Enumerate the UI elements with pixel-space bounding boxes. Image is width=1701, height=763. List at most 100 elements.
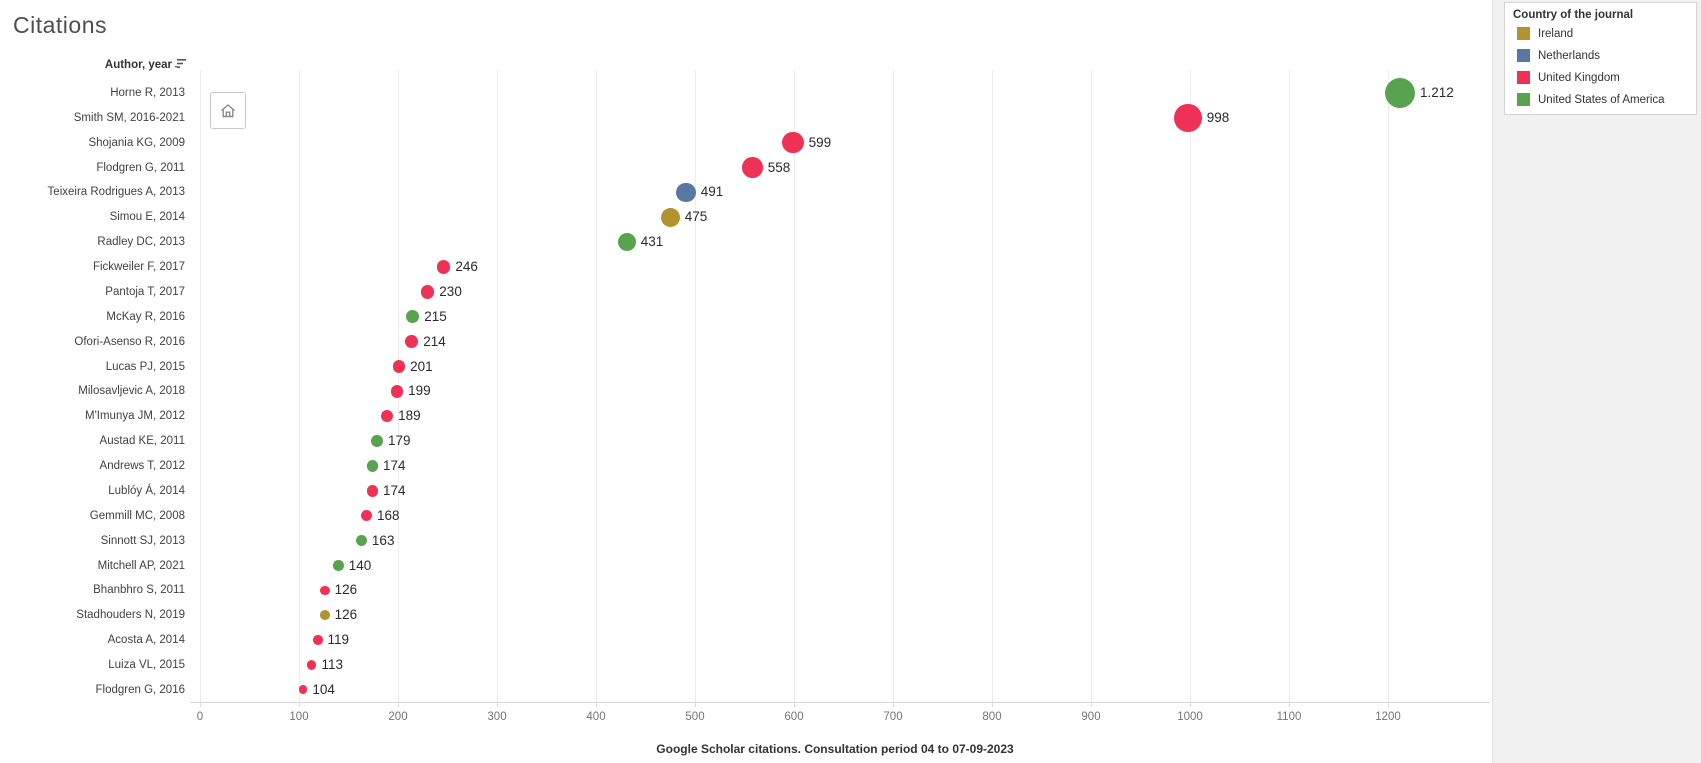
- x-gridline: [1190, 70, 1191, 702]
- row-category-label[interactable]: Gemmill MC, 2008: [89, 509, 185, 522]
- data-point-bubble[interactable]: [319, 585, 330, 596]
- data-point-bubble[interactable]: [366, 460, 378, 472]
- legend-swatch: [1517, 49, 1530, 62]
- data-point-bubble[interactable]: [371, 435, 383, 447]
- page-title: Citations: [13, 12, 107, 38]
- row-category-label[interactable]: Simou E, 2014: [109, 211, 185, 224]
- data-point-bubble[interactable]: [406, 310, 420, 324]
- row-category-label[interactable]: Andrews T, 2012: [99, 460, 185, 473]
- row-category-label[interactable]: Fickweiler F, 2017: [92, 261, 185, 274]
- data-point-value-label: 246: [455, 259, 478, 275]
- data-point-value-label: 168: [376, 507, 400, 523]
- data-point-value-label: 126: [334, 582, 358, 598]
- legend-item-label: United States of America: [1538, 93, 1665, 106]
- x-gridline: [200, 70, 201, 702]
- data-point-bubble[interactable]: [660, 207, 680, 227]
- x-axis-line: [190, 702, 1490, 703]
- x-tick-label: 300: [487, 711, 507, 723]
- x-tick-mark: [1388, 702, 1389, 707]
- x-tick-label: 500: [685, 711, 705, 723]
- data-point-value-label: 214: [423, 333, 446, 349]
- row-category-label[interactable]: Flodgren G, 2011: [96, 161, 185, 174]
- data-point-value-label: 201: [410, 358, 433, 374]
- legend-item[interactable]: Netherlands: [1517, 49, 1688, 62]
- row-category-label[interactable]: Horne R, 2013: [110, 87, 185, 99]
- data-point-value-label: 179: [388, 433, 411, 449]
- row-category-label[interactable]: Shojania KG, 2009: [88, 136, 185, 149]
- x-tick-label: 1000: [1177, 711, 1203, 723]
- x-tick-label: 200: [388, 711, 408, 723]
- legend-panel: Country of the journal Ireland Netherland…: [1492, 0, 1701, 763]
- data-point-bubble[interactable]: [366, 485, 378, 497]
- data-point-value-label: 215: [424, 308, 447, 324]
- data-point-bubble[interactable]: [390, 385, 404, 398]
- x-tick-mark: [1190, 702, 1191, 707]
- row-category-label[interactable]: M'Imunya JM, 2012: [85, 410, 185, 423]
- x-tick-label: 400: [586, 711, 606, 723]
- row-category-label[interactable]: Smith SM, 2016-2021: [73, 111, 185, 124]
- row-category-label[interactable]: Milosavljevic A, 2018: [78, 385, 185, 398]
- row-category-label[interactable]: Flodgren G, 2016: [95, 683, 185, 696]
- legend-item[interactable]: United Kingdom: [1517, 71, 1688, 84]
- data-point-bubble[interactable]: [421, 285, 435, 299]
- row-category-label[interactable]: Mitchell AP, 2021: [97, 559, 185, 572]
- legend-item-label: Ireland: [1538, 27, 1574, 40]
- data-point-bubble[interactable]: [782, 132, 804, 154]
- x-tick-mark: [1289, 702, 1290, 707]
- data-point-value-label: 475: [684, 209, 708, 225]
- x-tick-label: 800: [982, 711, 1002, 723]
- data-point-bubble[interactable]: [617, 233, 636, 252]
- data-point-value-label: 113: [321, 657, 344, 672]
- x-tick-mark: [794, 702, 795, 707]
- sort-descending-icon[interactable]: [174, 58, 186, 72]
- data-point-value-label: 491: [700, 184, 724, 200]
- data-point-bubble[interactable]: [319, 610, 330, 621]
- x-tick-label: 600: [784, 711, 804, 723]
- row-category-label[interactable]: Bhanbhro S, 2011: [93, 584, 185, 597]
- data-point-bubble[interactable]: [436, 260, 451, 274]
- row-category-label[interactable]: Lucas PJ, 2015: [105, 360, 185, 373]
- data-point-bubble[interactable]: [676, 182, 696, 203]
- row-category-label[interactable]: Stadhouders N, 2019: [76, 609, 185, 622]
- data-point-bubble[interactable]: [381, 410, 394, 423]
- row-axis-header[interactable]: Author, year: [0, 58, 186, 72]
- row-category-label[interactable]: Teixeira Rodrigues A, 2013: [47, 186, 185, 199]
- data-point-value-label: 119: [327, 632, 350, 648]
- home-button[interactable]: [210, 92, 246, 129]
- data-point-value-label: 431: [640, 234, 664, 250]
- data-point-bubble[interactable]: [742, 157, 763, 178]
- data-point-bubble[interactable]: [1174, 104, 1202, 132]
- row-category-label[interactable]: Acosta A, 2014: [107, 634, 185, 647]
- x-gridline: [299, 70, 300, 702]
- row-category-label[interactable]: Sinnott SJ, 2013: [100, 534, 185, 547]
- row-category-label[interactable]: Pantoja T, 2017: [105, 285, 185, 298]
- row-category-label[interactable]: Ofori-Asenso R, 2016: [74, 335, 185, 348]
- data-point-bubble[interactable]: [355, 535, 367, 547]
- data-point-value-label: 189: [398, 408, 421, 424]
- data-point-bubble[interactable]: [405, 335, 419, 349]
- data-point-bubble[interactable]: [392, 360, 406, 373]
- row-category-label[interactable]: Luiza VL, 2015: [108, 659, 185, 671]
- data-point-value-label: 199: [408, 383, 431, 399]
- data-point-bubble[interactable]: [298, 685, 308, 695]
- legend-item[interactable]: United States of America: [1517, 93, 1688, 106]
- x-gridline: [1289, 70, 1290, 702]
- row-category-label[interactable]: Radley DC, 2013: [97, 236, 185, 249]
- data-point-value-label: 104: [312, 681, 335, 697]
- legend-item[interactable]: Ireland: [1517, 27, 1688, 40]
- row-category-label[interactable]: McKay R, 2016: [106, 310, 185, 323]
- data-point-bubble[interactable]: [1384, 77, 1416, 109]
- data-point-bubble[interactable]: [307, 660, 317, 670]
- data-point-value-label: 1.212: [1420, 85, 1454, 100]
- x-gridline: [695, 70, 696, 702]
- x-gridline: [497, 70, 498, 702]
- row-category-label[interactable]: Austad KE, 2011: [99, 435, 185, 448]
- data-point-bubble[interactable]: [360, 510, 372, 522]
- row-category-label[interactable]: Lublóy Á, 2014: [108, 484, 185, 497]
- data-point-bubble[interactable]: [333, 560, 344, 571]
- legend-item-label: Netherlands: [1538, 49, 1601, 62]
- x-gridline: [992, 70, 993, 702]
- x-tick-mark: [596, 702, 597, 707]
- data-point-bubble[interactable]: [313, 635, 323, 645]
